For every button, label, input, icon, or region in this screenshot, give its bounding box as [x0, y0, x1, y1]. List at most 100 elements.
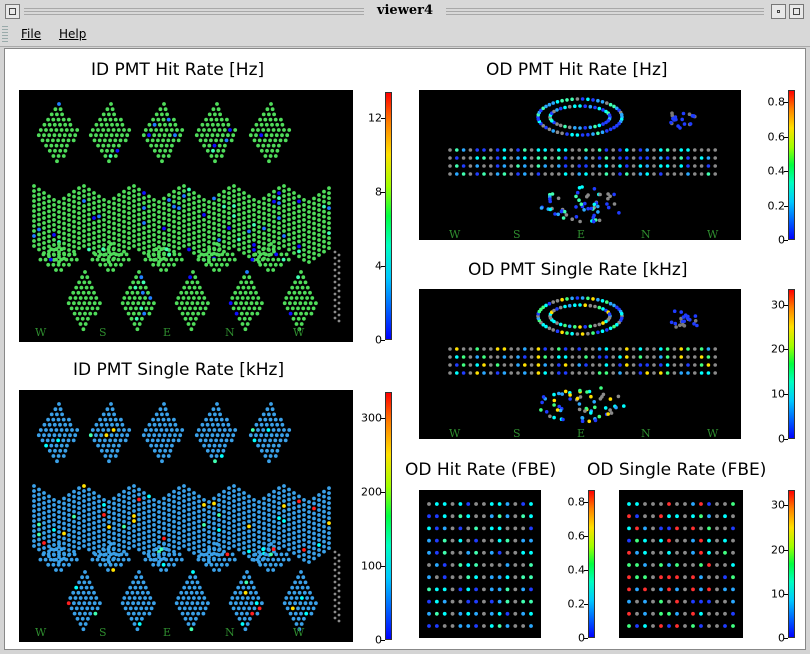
pmt-barrel-sheet — [57, 186, 81, 264]
pmt-cluster-top — [36, 102, 80, 164]
menu-file[interactable]: File — [21, 27, 41, 41]
maximize-button[interactable] — [789, 4, 804, 19]
colorbar-tick-label: 30 — [771, 298, 785, 312]
colorbar-tick-mark — [381, 265, 385, 267]
pmt-cluster-bottom — [174, 570, 210, 632]
colorbar-tick-mark — [784, 136, 788, 138]
pmt-cluster-lower — [250, 542, 291, 572]
pmt-barrel-sheet — [182, 184, 206, 262]
direction-label: W — [293, 626, 305, 639]
pmt-barrel-sheet — [182, 484, 206, 562]
pmt-barrel-sheet — [232, 484, 256, 562]
pmt-cluster-bottom — [66, 570, 102, 632]
pmt-barrel-sheet — [157, 186, 181, 264]
direction-label: E — [163, 326, 171, 339]
pmt-barrel-sheet — [82, 184, 106, 262]
pmt-cluster-top — [248, 102, 292, 164]
direction-label: W — [35, 626, 47, 639]
id-single-colorbar: 0 100 200 300 — [340, 392, 392, 647]
od-top-cluster — [669, 309, 699, 329]
colorbar-tick-label: 20 — [771, 342, 785, 356]
colorbar-tick-label: 0 — [578, 631, 585, 645]
pmt-cluster-bottom — [228, 570, 264, 632]
od-bottom-cluster — [539, 386, 626, 424]
pmt-cluster-lower — [143, 242, 184, 272]
direction-label: N — [641, 228, 651, 240]
menu-bar: File Help — [0, 24, 810, 47]
pmt-cluster-top — [194, 402, 238, 464]
window-titlebar: viewer4 — [0, 0, 810, 25]
menu-help[interactable]: Help — [59, 27, 86, 41]
colorbar-tick-mark — [784, 593, 788, 595]
direction-label: E — [577, 427, 585, 439]
colorbar-tick-label: 0 — [375, 333, 382, 347]
colorbar-tick-mark — [784, 205, 788, 207]
colorbar-tick-label: 0.2 — [567, 597, 586, 611]
od-single-title: OD PMT Single Rate [kHz] — [468, 260, 688, 280]
id-single-title: ID PMT Single Rate [kHz] — [73, 360, 285, 380]
colorbar-tick-mark — [584, 638, 588, 639]
direction-label: S — [513, 228, 521, 240]
titlebar-stripe-left — [24, 6, 364, 17]
pmt-side-column — [333, 550, 341, 623]
colorbar-tick-mark — [784, 439, 788, 440]
colorbar-tick-mark — [784, 505, 788, 507]
colorbar-tick-label: 0.4 — [567, 563, 586, 577]
colorbar-tick-label: 12 — [368, 111, 382, 125]
pmt-barrel-sheet — [132, 184, 156, 262]
menu-file-label: File — [21, 27, 42, 41]
od-hit-fbe-title: OD Hit Rate (FBE) — [405, 460, 557, 480]
colorbar-tick-label: 10 — [771, 587, 785, 601]
colorbar-tick-label: 100 — [361, 559, 382, 573]
colorbar-tick-label: 0.4 — [767, 164, 786, 178]
colorbar-tick-mark — [784, 304, 788, 306]
direction-label: N — [225, 326, 235, 339]
pmt-barrel-sheet — [57, 486, 81, 564]
colorbar-tick-mark — [784, 549, 788, 551]
pmt-barrel-sheet — [282, 184, 306, 262]
colorbar-gradient — [788, 490, 795, 638]
od-barrel-band — [448, 347, 717, 375]
pmt-barrel-sheet — [157, 486, 181, 564]
pmt-cluster-top — [36, 402, 80, 464]
colorbar-tick-label: 0.2 — [767, 199, 786, 213]
fbe-grid — [627, 502, 735, 628]
colorbar-tick-label: 0 — [778, 233, 785, 247]
pmt-barrel-sheet — [282, 484, 306, 562]
pmt-barrel-sheet — [207, 486, 231, 564]
pmt-barrel-sheet — [107, 186, 131, 264]
od-single-fbe-plot[interactable] — [619, 490, 743, 638]
maximize-icon — [793, 8, 800, 15]
colorbar-tick-label: 300 — [361, 411, 382, 425]
pmt-cluster-bottom — [66, 270, 102, 332]
colorbar-gradient — [588, 490, 595, 638]
colorbar-tick-mark — [381, 340, 385, 341]
direction-label: N — [225, 626, 235, 639]
pmt-cluster-bottom — [120, 270, 156, 332]
window-menu-button[interactable] — [5, 4, 20, 19]
colorbar-tick-label: 0 — [778, 432, 785, 446]
pmt-barrel-sheet — [82, 484, 106, 562]
pmt-cluster-top — [248, 402, 292, 464]
pmt-barrel-sheet — [307, 186, 331, 264]
colorbar-tick-mark — [381, 117, 385, 119]
pmt-cluster-lower — [250, 242, 291, 272]
colorbar-tick-mark — [784, 171, 788, 173]
pmt-cluster-bottom — [120, 570, 156, 632]
colorbar-tick-label: 0.8 — [767, 95, 786, 109]
minimize-button[interactable] — [771, 4, 786, 19]
colorbar-tick-mark — [381, 491, 385, 493]
pmt-cluster-lower — [90, 542, 131, 572]
colorbar-gradient — [788, 289, 795, 439]
colorbar-tick-label: 8 — [375, 185, 382, 199]
pmt-cluster-top — [194, 102, 238, 164]
od-hit-fbe-plot[interactable] — [419, 490, 541, 638]
colorbar-tick-mark — [784, 102, 788, 104]
direction-label: W — [449, 427, 461, 439]
colorbar-tick-mark — [784, 349, 788, 351]
colorbar-gradient — [788, 90, 795, 240]
